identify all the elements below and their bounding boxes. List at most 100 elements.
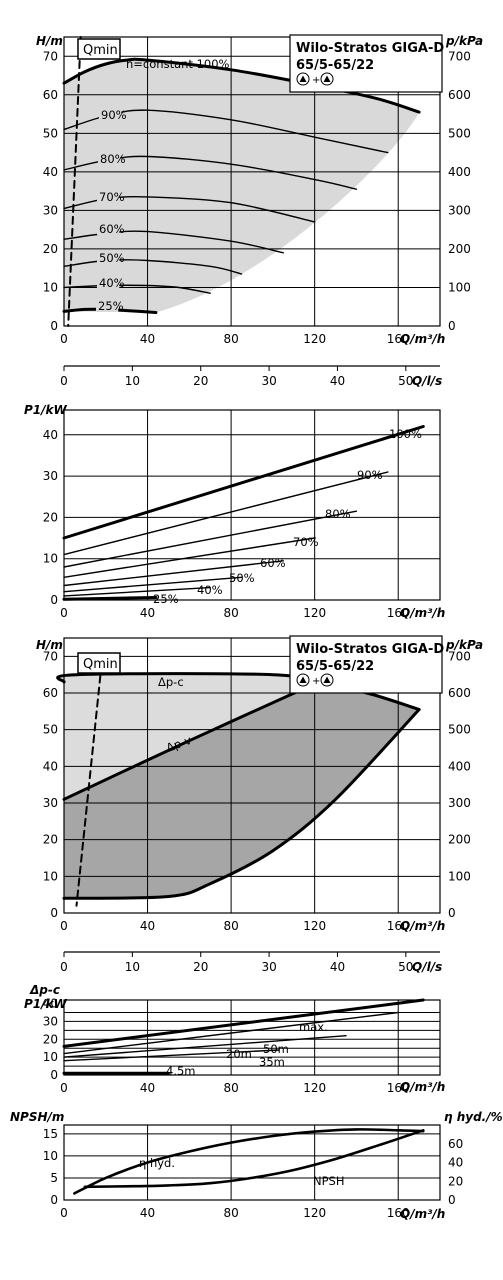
y-tick-label: 60	[43, 686, 58, 700]
dpv-area	[64, 683, 420, 899]
ls-tick-label: 10	[125, 374, 140, 388]
ls-tick-label: 30	[261, 374, 276, 388]
y-tick-label: 30	[43, 469, 58, 483]
y-tick-label: 100	[448, 869, 471, 883]
ls1-xlabel: Q/l/s	[412, 374, 442, 388]
y-tick-label: 50	[43, 126, 58, 140]
curve-label: 100%	[389, 427, 422, 441]
y-tick-label: 10	[43, 1050, 58, 1064]
y-tick-label: 0	[448, 906, 456, 920]
x-tick-label: 120	[303, 606, 326, 620]
y-tick-label: 0	[448, 319, 456, 333]
p1-ylabel: P1/kW	[24, 403, 68, 417]
y-tick-label: 70	[43, 49, 58, 63]
curve-label: 80%	[100, 152, 126, 166]
y-tick-label: 40	[43, 759, 58, 773]
model-box	[289, 34, 443, 93]
x-tick-label: 40	[140, 332, 155, 346]
y-tick-label: 0	[50, 1068, 58, 1082]
x-tick-label: 160	[387, 1206, 410, 1220]
series--p-v	[62, 682, 317, 801]
curve-label: 80%	[325, 507, 351, 521]
x-tick-label: 0	[60, 332, 68, 346]
series-40-	[63, 586, 211, 597]
y-tick-label: 700	[448, 49, 471, 63]
y-tick-label: 70	[43, 649, 58, 663]
x-tick-label: 40	[140, 1081, 155, 1095]
plot-frame	[63, 36, 441, 327]
series-35m	[63, 1035, 347, 1058]
ls-tick-label: 50	[398, 374, 413, 388]
y-tick-label: 40	[448, 1156, 463, 1170]
series-90-	[63, 471, 389, 556]
y-tick-label: 30	[43, 1014, 58, 1028]
x-tick-label: 120	[303, 919, 326, 933]
plot-frame	[63, 637, 441, 914]
y-tick-label: 600	[448, 88, 471, 102]
series-80-	[63, 510, 358, 568]
x-tick-label: 160	[387, 1081, 410, 1095]
model-size: 65/5-65/22	[296, 58, 374, 73]
curve-label: η hyd.	[139, 1156, 175, 1170]
y-tick-label: 600	[448, 686, 471, 700]
curve-label: 20m	[226, 1047, 252, 1061]
y-tick-label: 20	[43, 1032, 58, 1046]
npsh-ylabel-left: NPSH/m	[10, 1110, 64, 1124]
y-tick-label: 40	[43, 165, 58, 179]
y-tick-label: 40	[43, 997, 58, 1011]
qmin-label: Qmin	[83, 43, 118, 58]
x-tick-label: 120	[303, 332, 326, 346]
curve-label: 70%	[99, 190, 125, 204]
ls-tick-label: 0	[60, 960, 68, 974]
hq-xlabel: Q/m³/h	[400, 332, 445, 346]
ls-axis-2: 0 10 20 30 40 50 Q/l/s	[60, 951, 442, 974]
curve-label: 50%	[99, 251, 125, 265]
ls-tick-label: 20	[193, 960, 208, 974]
hq-ylabel-right: p/kPa	[445, 34, 483, 48]
plot-frame	[63, 409, 441, 601]
ls2-xlabel: Q/l/s	[412, 960, 442, 974]
p2-xlabel: Q/m³/h	[400, 1080, 445, 1094]
label-bg	[97, 276, 120, 289]
series-50-	[63, 576, 243, 593]
x-tick-label: 0	[60, 919, 68, 933]
y-tick-label: 400	[448, 759, 471, 773]
plot-frame	[63, 1124, 441, 1201]
x-tick-label: 120	[303, 1206, 326, 1220]
curve-label: n=constant 100%	[126, 57, 230, 71]
series-50m	[63, 1011, 399, 1055]
curve-label: Δp-c	[158, 675, 184, 689]
label-bg	[97, 190, 120, 203]
y-tick-label: 60	[448, 1137, 463, 1151]
model-box-2	[289, 635, 443, 694]
label-bg	[98, 152, 121, 165]
y-tick-label: 10	[43, 869, 58, 883]
curve-label: 40%	[197, 583, 223, 597]
x-tick-label: 80	[223, 1206, 238, 1220]
p1-chart: 100% 90% 80% 70% 60% 50% 40% 25% 0 40 80 120 160 0 10…	[24, 403, 445, 620]
curve-label: 50%	[229, 571, 255, 585]
x-tick-label: 0	[60, 1206, 68, 1220]
pump-symbol-group-2: +	[296, 673, 334, 687]
curve-label: max.	[299, 1020, 328, 1034]
curve-label: 40%	[99, 276, 125, 290]
ls-tick-label: 40	[330, 374, 345, 388]
plot-frame	[63, 999, 441, 1076]
p2-ylabel-top: Δp-c	[29, 983, 60, 997]
series-70-	[63, 195, 316, 223]
y-tick-label: 500	[448, 723, 471, 737]
y-tick-label: 0	[50, 1193, 58, 1207]
hq-chart: n=constant 100% 90% 80% 70% 60% 50% 40% 25% 0 40…	[36, 34, 483, 346]
ls-tick-label: 10	[125, 960, 140, 974]
curve-label: NPSH	[313, 1174, 345, 1188]
npsh-chart: η hyd. NPSH 0 40 80 120 160 0 5 10 15 0 20 40 60 NPSH…	[10, 1110, 503, 1221]
series-25-	[62, 596, 158, 601]
series-100-	[62, 425, 425, 540]
series-40-	[63, 284, 211, 294]
x-tick-label: 40	[140, 1206, 155, 1220]
y-tick-label: 300	[448, 203, 471, 217]
ls-axis-1: 0 10 20 30 40 50 Q/l/s	[60, 365, 442, 388]
y-tick-label: 700	[448, 649, 471, 663]
model-size-2: 65/5-65/22	[296, 659, 374, 674]
pump-symbol-group: +	[296, 72, 334, 86]
